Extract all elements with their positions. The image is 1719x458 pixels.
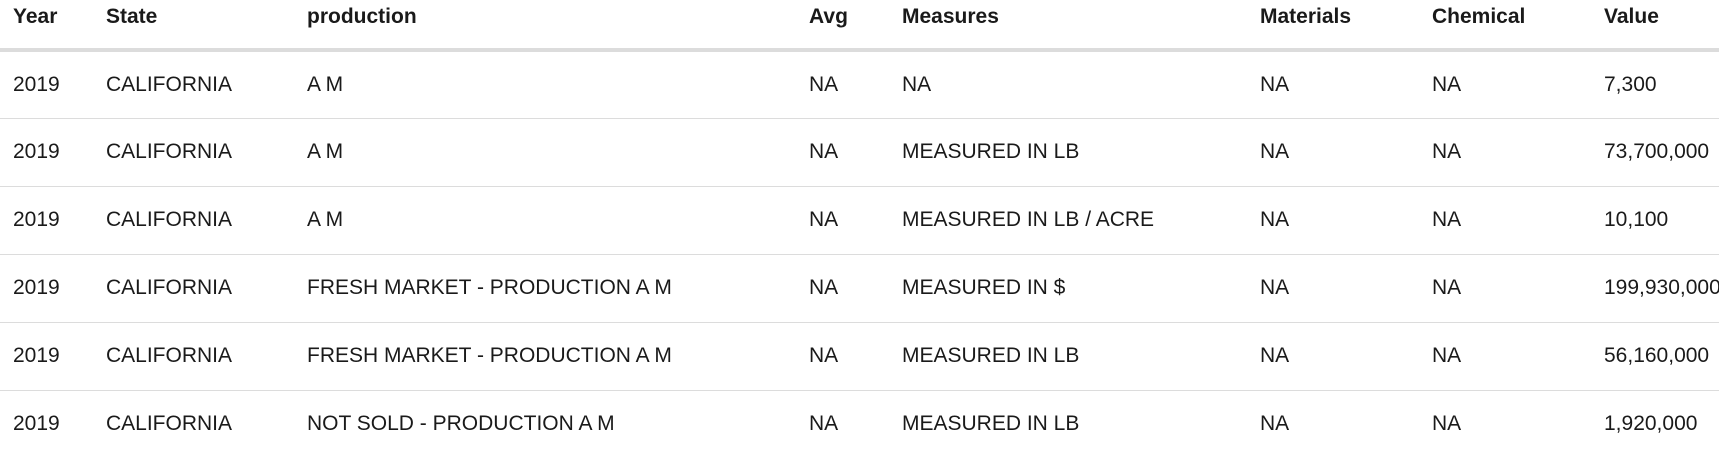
cell-value: 56,160,000 — [1591, 322, 1719, 391]
cell-production: NOT SOLD - PRODUCTION A M — [307, 412, 615, 436]
cell-production: FRESH MARKET - PRODUCTION A M — [294, 254, 796, 323]
cell-year: 2019 — [0, 254, 93, 323]
cell-state: CALIFORNIA — [93, 50, 294, 119]
cell-value: 73,700,000 — [1591, 118, 1719, 187]
table-row: 2019 CALIFORNIA FRESH MARKET - PRODUCTIO… — [0, 322, 1719, 391]
cell-chemical: NA — [1419, 322, 1591, 391]
cell-chemical: NA — [1419, 186, 1591, 255]
cell-materials: NA — [1260, 412, 1290, 436]
cell-production: A M — [294, 50, 796, 119]
header-row: Year State production Avg Measures Mater… — [0, 0, 1719, 52]
table-row: 2019 CALIFORNIA A M NA NA NA NA 7,300 — [0, 50, 1719, 119]
cell-year: 2019 — [13, 412, 60, 436]
cell-measures: MEASURED IN LB — [902, 412, 1080, 436]
table-row: 2019 CALIFORNIA A M NA MEASURED IN LB / … — [0, 186, 1719, 255]
cell-materials: NA — [1247, 322, 1419, 391]
cell-measures: MEASURED IN LB — [889, 118, 1247, 187]
cell-avg: NA — [796, 254, 889, 323]
cell-year: 2019 — [0, 322, 93, 391]
column-header-value[interactable]: Value — [1591, 0, 1719, 52]
cell-state: CALIFORNIA — [93, 118, 294, 187]
cell-materials: NA — [1247, 186, 1419, 255]
cell-state: CALIFORNIA — [106, 412, 233, 436]
cell-materials: NA — [1247, 118, 1419, 187]
table-row: 2019 CALIFORNIA A M NA MEASURED IN LB NA… — [0, 118, 1719, 187]
cell-materials: NA — [1247, 254, 1419, 323]
cell-value: 7,300 — [1591, 50, 1719, 119]
cell-state: CALIFORNIA — [93, 186, 294, 255]
cell-avg: NA — [796, 50, 889, 119]
column-header-measures[interactable]: Measures — [889, 0, 1247, 52]
table-row: 2019 CALIFORNIA NOT SOLD - PRODUCTION A … — [0, 390, 1719, 458]
column-header-chemical[interactable]: Chemical — [1419, 0, 1591, 52]
cell-production: FRESH MARKET - PRODUCTION A M — [294, 322, 796, 391]
column-header-avg[interactable]: Avg — [796, 0, 889, 52]
cell-value: 1,920,000 — [1604, 412, 1698, 436]
cell-materials: NA — [1247, 50, 1419, 119]
cell-chemical: NA — [1419, 50, 1591, 119]
cell-measures: NA — [889, 50, 1247, 119]
cell-value: 199,930,000 — [1591, 254, 1719, 323]
table-body: 2019 CALIFORNIA A M NA NA NA NA 7,300 20… — [0, 50, 1719, 458]
column-header-year[interactable]: Year — [0, 0, 93, 52]
column-header-materials[interactable]: Materials — [1247, 0, 1419, 52]
cell-state: CALIFORNIA — [93, 254, 294, 323]
column-header-production[interactable]: production — [294, 0, 796, 52]
cell-state: CALIFORNIA — [93, 322, 294, 391]
cell-measures: MEASURED IN $ — [889, 254, 1247, 323]
cell-measures: MEASURED IN LB / ACRE — [889, 186, 1247, 255]
table-header: Year State production Avg Measures Mater… — [0, 0, 1719, 52]
cell-avg: NA — [796, 186, 889, 255]
cell-avg: NA — [796, 322, 889, 391]
cell-value: 10,100 — [1591, 186, 1719, 255]
cell-chemical: NA — [1419, 254, 1591, 323]
cell-year: 2019 — [0, 186, 93, 255]
cell-chemical: NA — [1419, 118, 1591, 187]
cell-avg: NA — [809, 412, 839, 436]
cell-chemical: NA — [1432, 412, 1462, 436]
table-row: 2019 CALIFORNIA FRESH MARKET - PRODUCTIO… — [0, 254, 1719, 323]
cell-year: 2019 — [0, 118, 93, 187]
column-header-state[interactable]: State — [93, 0, 294, 52]
cell-measures: MEASURED IN LB — [889, 322, 1247, 391]
cell-production: A M — [294, 118, 796, 187]
cell-year: 2019 — [0, 50, 93, 119]
cell-avg: NA — [796, 118, 889, 187]
cell-production: A M — [294, 186, 796, 255]
